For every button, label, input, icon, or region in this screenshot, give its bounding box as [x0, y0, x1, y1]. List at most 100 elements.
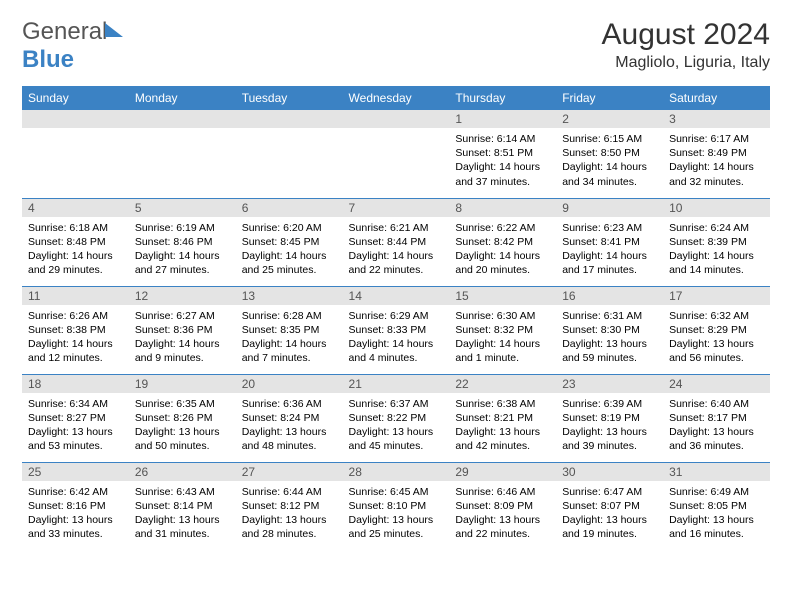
- day-number-bar: [22, 110, 129, 128]
- calendar-day-cell: 20Sunrise: 6:36 AMSunset: 8:24 PMDayligh…: [236, 374, 343, 462]
- sunset-text: Sunset: 8:35 PM: [242, 323, 337, 337]
- calendar-day-cell: 28Sunrise: 6:45 AMSunset: 8:10 PMDayligh…: [343, 462, 450, 550]
- calendar-day-cell: 1 Sunrise: 6:14 AMSunset: 8:51 PMDaylight…: [449, 110, 556, 198]
- sunrise-text: Sunrise: 6:43 AM: [135, 485, 230, 499]
- day-number-bar: 19: [129, 375, 236, 393]
- daylight-text: Daylight: 14 hours and 17 minutes.: [562, 249, 657, 277]
- calendar-day-cell: [343, 110, 450, 198]
- day-number-bar: 24: [663, 375, 770, 393]
- day-info: Sunrise: 6:34 AMSunset: 8:27 PMDaylight:…: [28, 397, 123, 454]
- sunset-text: Sunset: 8:17 PM: [669, 411, 764, 425]
- calendar-day-cell: 30Sunrise: 6:47 AMSunset: 8:07 PMDayligh…: [556, 462, 663, 550]
- sunset-text: Sunset: 8:32 PM: [455, 323, 550, 337]
- sunset-text: Sunset: 8:33 PM: [349, 323, 444, 337]
- calendar-day-cell: 29Sunrise: 6:46 AMSunset: 8:09 PMDayligh…: [449, 462, 556, 550]
- sunrise-text: Sunrise: 6:32 AM: [669, 309, 764, 323]
- sunrise-text: Sunrise: 6:20 AM: [242, 221, 337, 235]
- calendar-day-cell: 23Sunrise: 6:39 AMSunset: 8:19 PMDayligh…: [556, 374, 663, 462]
- day-number-bar: 25: [22, 463, 129, 481]
- calendar-day-cell: [236, 110, 343, 198]
- calendar-day-cell: [22, 110, 129, 198]
- daylight-text: Daylight: 13 hours and 59 minutes.: [562, 337, 657, 365]
- sunset-text: Sunset: 8:27 PM: [28, 411, 123, 425]
- sunset-text: Sunset: 8:46 PM: [135, 235, 230, 249]
- sunset-text: Sunset: 8:48 PM: [28, 235, 123, 249]
- sunrise-text: Sunrise: 6:49 AM: [669, 485, 764, 499]
- day-number-bar: 31: [663, 463, 770, 481]
- day-number-bar: 16: [556, 287, 663, 305]
- daylight-text: Daylight: 13 hours and 19 minutes.: [562, 513, 657, 541]
- sunset-text: Sunset: 8:14 PM: [135, 499, 230, 513]
- calendar-day-cell: 5Sunrise: 6:19 AMSunset: 8:46 PMDaylight…: [129, 198, 236, 286]
- day-number-bar: 15: [449, 287, 556, 305]
- calendar-day-cell: 3Sunrise: 6:17 AMSunset: 8:49 PMDaylight…: [663, 110, 770, 198]
- daylight-text: Daylight: 14 hours and 34 minutes.: [562, 160, 657, 188]
- day-info: Sunrise: 6:18 AMSunset: 8:48 PMDaylight:…: [28, 221, 123, 278]
- sunset-text: Sunset: 8:49 PM: [669, 146, 764, 160]
- daylight-text: Daylight: 13 hours and 36 minutes.: [669, 425, 764, 453]
- day-info: Sunrise: 6:44 AMSunset: 8:12 PMDaylight:…: [242, 485, 337, 542]
- sunrise-text: Sunrise: 6:30 AM: [455, 309, 550, 323]
- daylight-text: Daylight: 13 hours and 56 minutes.: [669, 337, 764, 365]
- day-info: Sunrise: 6:17 AMSunset: 8:49 PMDaylight:…: [669, 132, 764, 189]
- calendar-day-cell: 12Sunrise: 6:27 AMSunset: 8:36 PMDayligh…: [129, 286, 236, 374]
- sunset-text: Sunset: 8:39 PM: [669, 235, 764, 249]
- daylight-text: Daylight: 13 hours and 31 minutes.: [135, 513, 230, 541]
- sunrise-text: Sunrise: 6:35 AM: [135, 397, 230, 411]
- day-info: Sunrise: 6:27 AMSunset: 8:36 PMDaylight:…: [135, 309, 230, 366]
- sunrise-text: Sunrise: 6:38 AM: [455, 397, 550, 411]
- calendar-day-cell: 21Sunrise: 6:37 AMSunset: 8:22 PMDayligh…: [343, 374, 450, 462]
- dow-wednesday: Wednesday: [343, 86, 450, 110]
- sunrise-text: Sunrise: 6:14 AM: [455, 132, 550, 146]
- day-info: Sunrise: 6:37 AMSunset: 8:22 PMDaylight:…: [349, 397, 444, 454]
- day-info: Sunrise: 6:38 AMSunset: 8:21 PMDaylight:…: [455, 397, 550, 454]
- day-info: Sunrise: 6:15 AMSunset: 8:50 PMDaylight:…: [562, 132, 657, 189]
- day-info: Sunrise: 6:30 AMSunset: 8:32 PMDaylight:…: [455, 309, 550, 366]
- dow-friday: Friday: [556, 86, 663, 110]
- day-info: Sunrise: 6:46 AMSunset: 8:09 PMDaylight:…: [455, 485, 550, 542]
- sunrise-text: Sunrise: 6:45 AM: [349, 485, 444, 499]
- day-number-bar: 5: [129, 199, 236, 217]
- day-number-bar: 1: [449, 110, 556, 128]
- calendar-day-cell: 2Sunrise: 6:15 AMSunset: 8:50 PMDaylight…: [556, 110, 663, 198]
- calendar-day-cell: 24Sunrise: 6:40 AMSunset: 8:17 PMDayligh…: [663, 374, 770, 462]
- day-info: Sunrise: 6:24 AMSunset: 8:39 PMDaylight:…: [669, 221, 764, 278]
- sunset-text: Sunset: 8:22 PM: [349, 411, 444, 425]
- sunrise-text: Sunrise: 6:27 AM: [135, 309, 230, 323]
- daylight-text: Daylight: 14 hours and 14 minutes.: [669, 249, 764, 277]
- calendar-day-cell: 25 Sunrise: 6:42 AMSunset: 8:16 PMDayligh…: [22, 462, 129, 550]
- calendar-day-cell: [129, 110, 236, 198]
- day-number-bar: 26: [129, 463, 236, 481]
- sunrise-text: Sunrise: 6:34 AM: [28, 397, 123, 411]
- day-number-bar: 8: [449, 199, 556, 217]
- day-info: Sunrise: 6:29 AMSunset: 8:33 PMDaylight:…: [349, 309, 444, 366]
- day-number-bar: 22: [449, 375, 556, 393]
- sunset-text: Sunset: 8:45 PM: [242, 235, 337, 249]
- day-info: Sunrise: 6:14 AMSunset: 8:51 PMDaylight:…: [455, 132, 550, 189]
- daylight-text: Daylight: 13 hours and 28 minutes.: [242, 513, 337, 541]
- calendar-day-cell: 27 Sunrise: 6:44 AMSunset: 8:12 PMDayligh…: [236, 462, 343, 550]
- daylight-text: Daylight: 13 hours and 42 minutes.: [455, 425, 550, 453]
- calendar-day-cell: 6Sunrise: 6:20 AMSunset: 8:45 PMDaylight…: [236, 198, 343, 286]
- day-number-bar: 27: [236, 463, 343, 481]
- logo-part2: Blue: [22, 46, 74, 73]
- day-info: Sunrise: 6:43 AMSunset: 8:14 PMDaylight:…: [135, 485, 230, 542]
- day-info: Sunrise: 6:28 AMSunset: 8:35 PMDaylight:…: [242, 309, 337, 366]
- sunrise-text: Sunrise: 6:15 AM: [562, 132, 657, 146]
- daylight-text: Daylight: 14 hours and 37 minutes.: [455, 160, 550, 188]
- sunrise-text: Sunrise: 6:26 AM: [28, 309, 123, 323]
- calendar-day-cell: 11Sunrise: 6:26 AMSunset: 8:38 PMDayligh…: [22, 286, 129, 374]
- day-info: Sunrise: 6:21 AMSunset: 8:44 PMDaylight:…: [349, 221, 444, 278]
- calendar-day-cell: 13Sunrise: 6:28 AMSunset: 8:35 PMDayligh…: [236, 286, 343, 374]
- day-number-bar: 18: [22, 375, 129, 393]
- day-info: Sunrise: 6:42 AMSunset: 8:16 PMDaylight:…: [28, 485, 123, 542]
- calendar-day-cell: 18 Sunrise: 6:34 AMSunset: 8:27 PMDayligh…: [22, 374, 129, 462]
- day-info: Sunrise: 6:31 AMSunset: 8:30 PMDaylight:…: [562, 309, 657, 366]
- day-info: Sunrise: 6:47 AMSunset: 8:07 PMDaylight:…: [562, 485, 657, 542]
- daylight-text: Daylight: 14 hours and 20 minutes.: [455, 249, 550, 277]
- sunrise-text: Sunrise: 6:39 AM: [562, 397, 657, 411]
- sunrise-text: Sunrise: 6:19 AM: [135, 221, 230, 235]
- sunset-text: Sunset: 8:16 PM: [28, 499, 123, 513]
- header: GeneralBlue August 2024 Magliolo, Liguri…: [22, 18, 770, 74]
- calendar-table: Sunday Monday Tuesday Wednesday Thursday…: [22, 86, 770, 550]
